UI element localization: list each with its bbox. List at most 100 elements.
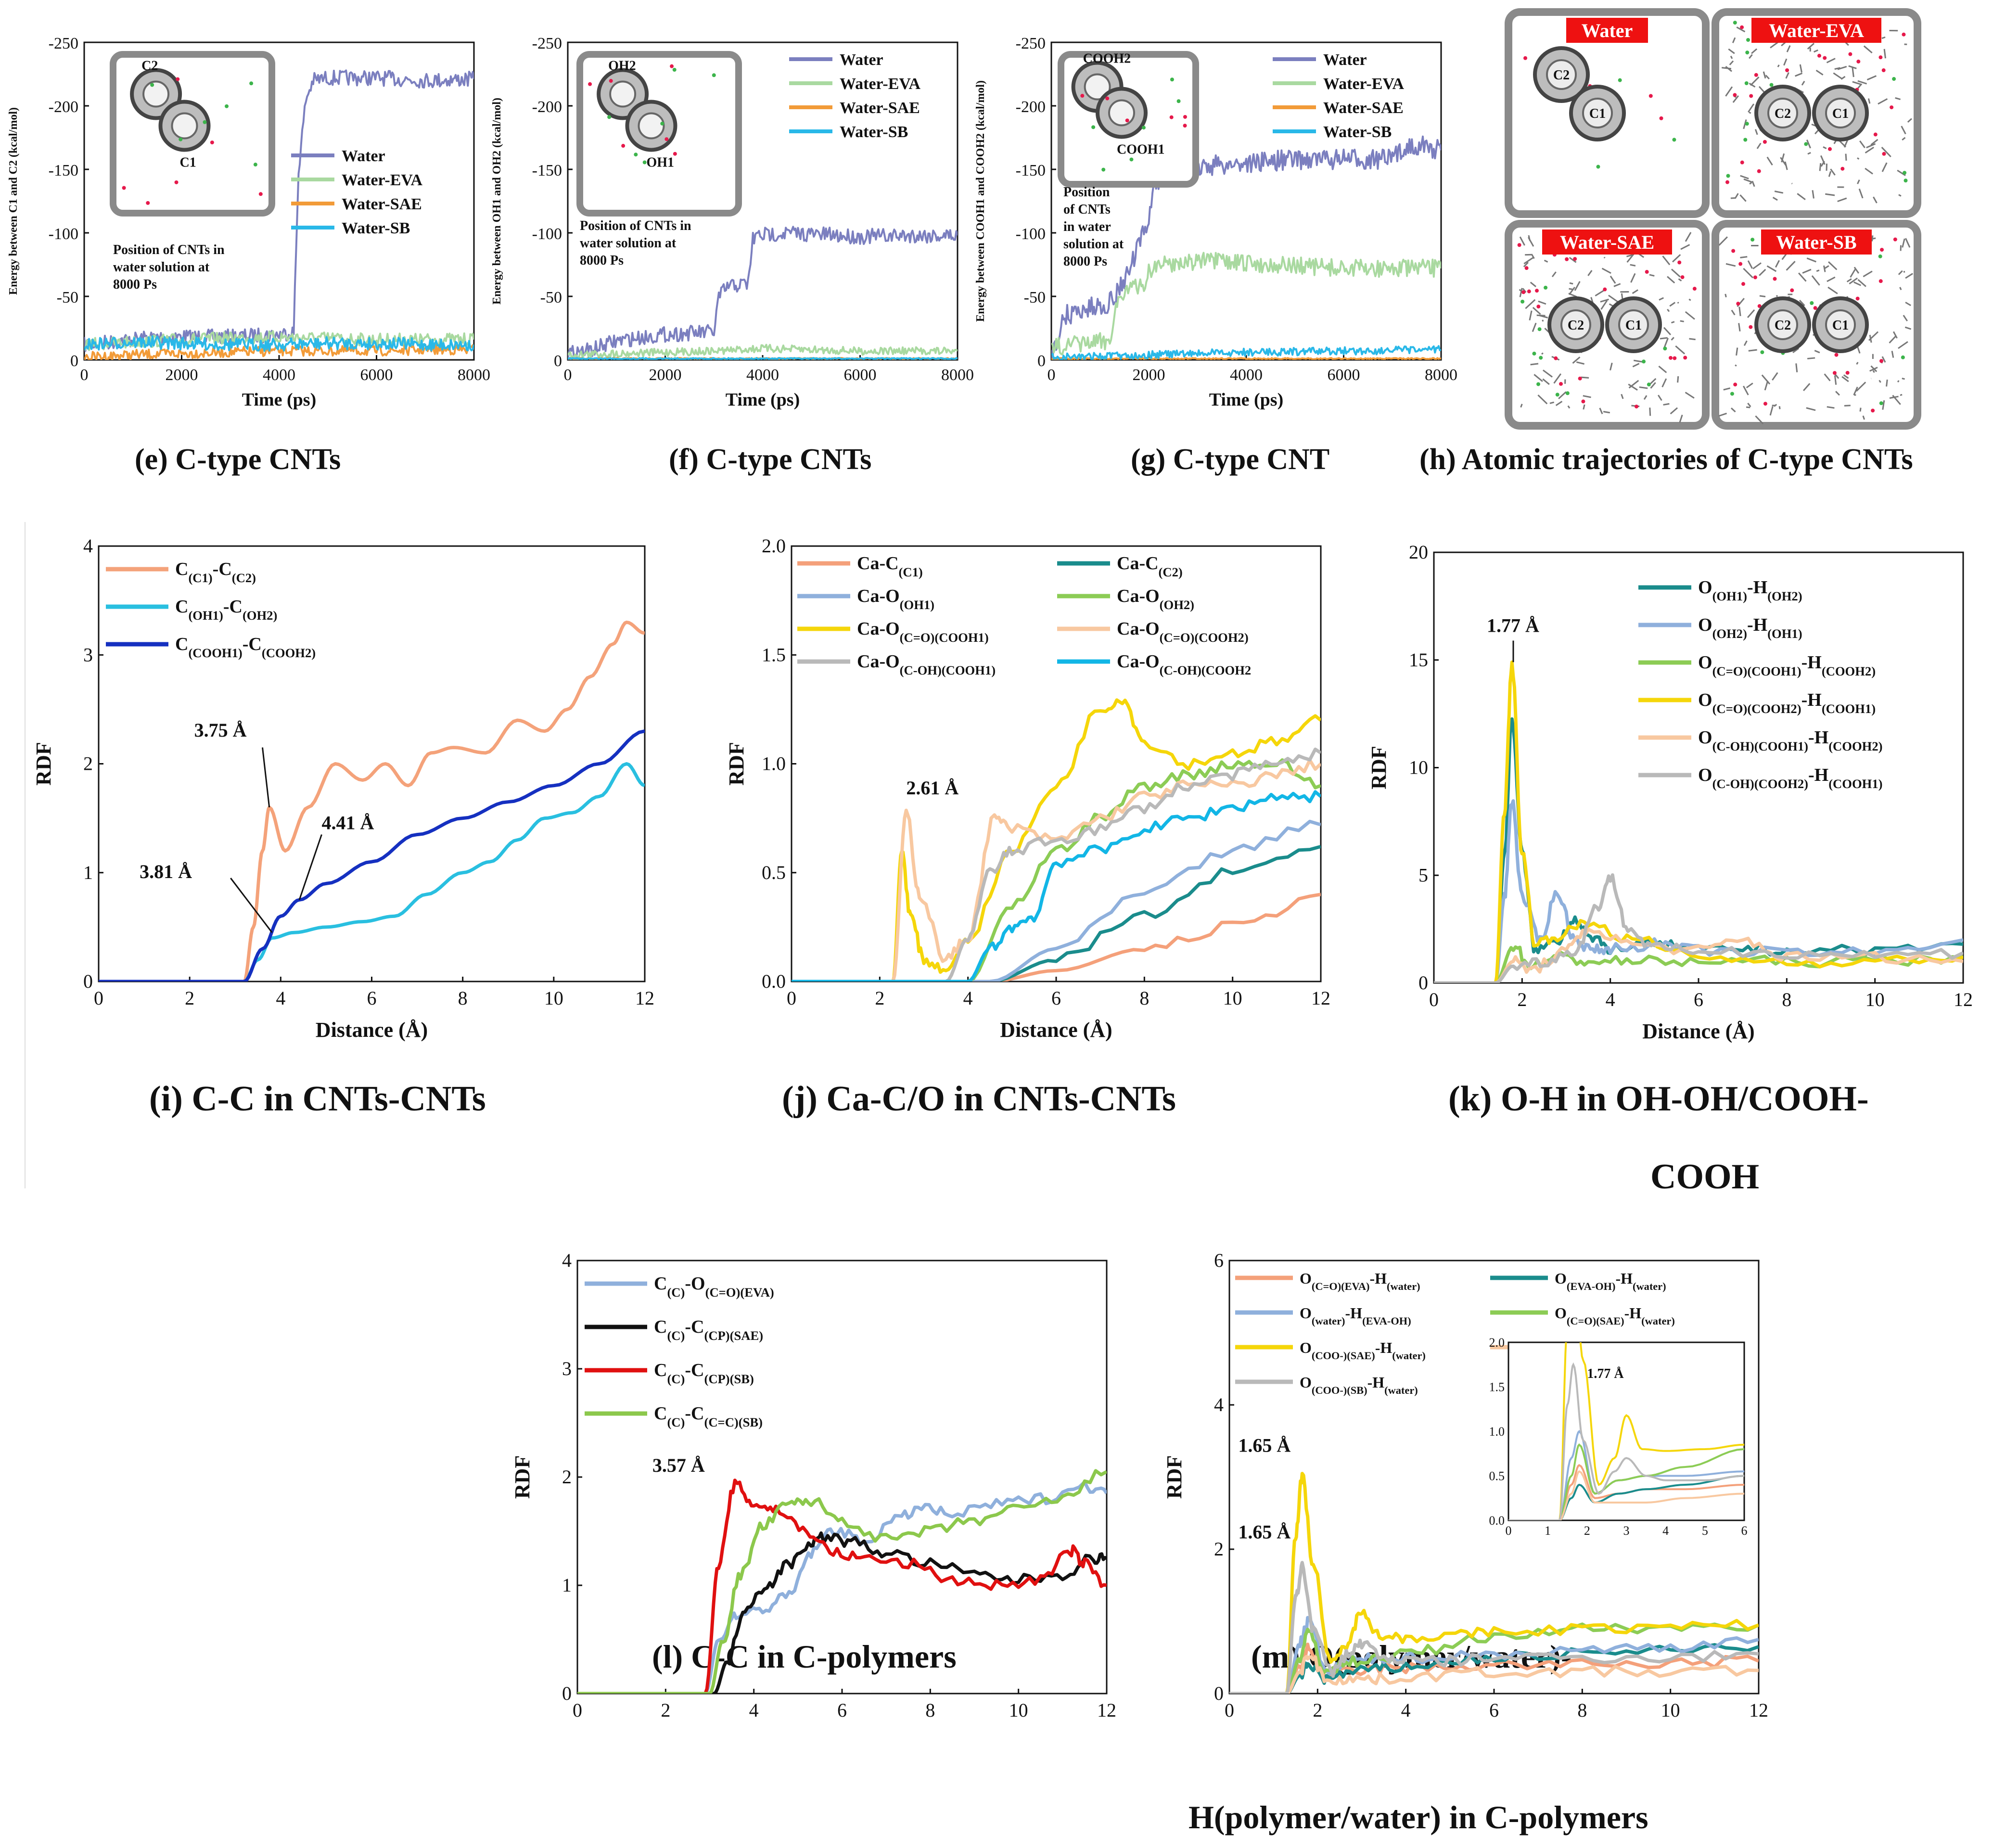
ion-dot [1879,359,1883,363]
ion-dot [1177,99,1181,103]
legend-label: Ca-O(C-OH)(COOH1) [857,651,996,677]
x-tick-label: 8 [925,1699,935,1721]
x-tick-label: 4000 [746,366,779,384]
y-tick-label: -150 [1016,162,1046,179]
legend-label: Ca-O(C=O)(COOH2) [1117,619,1249,645]
ion-dot [1603,288,1607,292]
legend-label: O(EVA-OH)-H(water) [1555,1270,1666,1292]
ion-dot [1733,21,1737,25]
y-tick-label: 1.5 [1489,1380,1505,1394]
ion-dot [673,152,677,156]
ion-dot [1856,60,1860,64]
ion-dot [1536,305,1540,308]
x-tick-label: 12 [1749,1699,1768,1721]
caption-k-line2: COOH [1650,1157,1759,1197]
nanotube-label: C2 [1775,106,1791,121]
ion-dot [712,73,716,77]
trajectory-label: Water-SB [1776,231,1856,253]
legend-label: C(C1)-C(C2) [175,559,256,585]
legend-label: Water-SB [342,219,410,237]
x-tick-label: 4 [1662,1524,1669,1538]
ion-dot [1559,382,1563,386]
series-line-i-0 [99,622,645,981]
ion-dot [1882,68,1886,72]
ion-dot [1879,279,1883,283]
ion-dot [150,83,154,87]
y-tick-label: 0 [562,1682,572,1704]
ion-dot [1726,174,1730,178]
polymer-chain-icon [1816,270,1819,271]
ion-dot [1750,238,1754,242]
ion-dot [1523,56,1527,60]
legend-label: Water [1323,51,1367,69]
series-line-g-2 [1051,358,1441,359]
x-tick-label: 4 [276,987,285,1009]
series-line-j-1 [792,847,1321,982]
nanotube-label: C1 [1832,318,1849,333]
y-tick-label: 2 [562,1466,572,1488]
legend-label: Water-SAE [1323,99,1404,117]
ion-dot [634,153,638,156]
ion-dot [259,192,263,196]
ion-dot [1573,257,1577,261]
ion-dot [1518,243,1521,247]
ion-dot [1101,168,1105,172]
y-tick-label: 0 [1037,352,1046,370]
legend-label: Ca-C(C2) [1117,553,1183,579]
ion-dot [1635,405,1638,408]
nanotube-label: C2 [1775,318,1791,333]
inset-label: C1 [180,155,196,170]
x-tick-label: 0 [564,366,572,384]
x-tick-label: 10 [1009,1699,1028,1721]
ion-dot [1129,157,1133,161]
nanotube-core-icon [143,82,168,107]
x-tick-label: 6 [1051,987,1061,1009]
y-tick-label: 6 [1214,1249,1224,1271]
ion-dot [609,79,613,83]
legend-label: O(OH2)-H(OH1) [1698,615,1802,641]
x-axis-label: Distance (Å) [316,1018,428,1042]
ion-dot [1725,180,1729,184]
annotation-arrow [263,748,269,807]
x-tick-label: 0 [94,987,103,1009]
ion-dot [1754,73,1758,77]
inset-label: COOH1 [1117,142,1165,157]
x-tick-label: 8 [458,987,468,1009]
ion-dot [588,82,592,86]
ion-dot [1760,350,1764,354]
y-tick-label: 1.5 [762,644,786,665]
ion-dot [1741,282,1745,286]
ion-dot [1745,122,1749,126]
ion-dot [1520,300,1524,304]
x-tick-label: 10 [1865,989,1885,1010]
x-tick-label: 10 [544,987,563,1009]
peak-annotation: 3.75 Å [194,719,247,741]
ion-dot [1856,297,1860,301]
caption-m-line2: H(polymer/water) in C-polymers [1188,1799,1648,1835]
peak-annotation: 3.81 Å [140,861,192,882]
ion-dot [1804,142,1808,146]
polymer-chain-icon [1660,338,1668,339]
ion-dot [1733,93,1737,97]
x-tick-label: 2000 [1133,366,1165,384]
y-axis-label: RDF [1163,1455,1186,1499]
x-tick-label: 12 [1097,1699,1116,1721]
caption-h: (h) Atomic trajectories of C-type CNTs [1419,443,1913,476]
x-tick-label: 4000 [263,366,295,384]
series-line-k-5 [1434,875,1963,983]
y-tick-label: 4 [83,535,93,557]
x-tick-label: 6 [1694,989,1703,1010]
series-line-j-2 [792,821,1321,981]
x-tick-label: 8 [1139,987,1149,1009]
ion-dot [1618,78,1622,82]
legend-label: Water-SB [840,123,908,141]
nanotube-label: C2 [1553,68,1570,83]
ion-dot [670,64,674,68]
x-tick-label: 10 [1223,987,1242,1009]
